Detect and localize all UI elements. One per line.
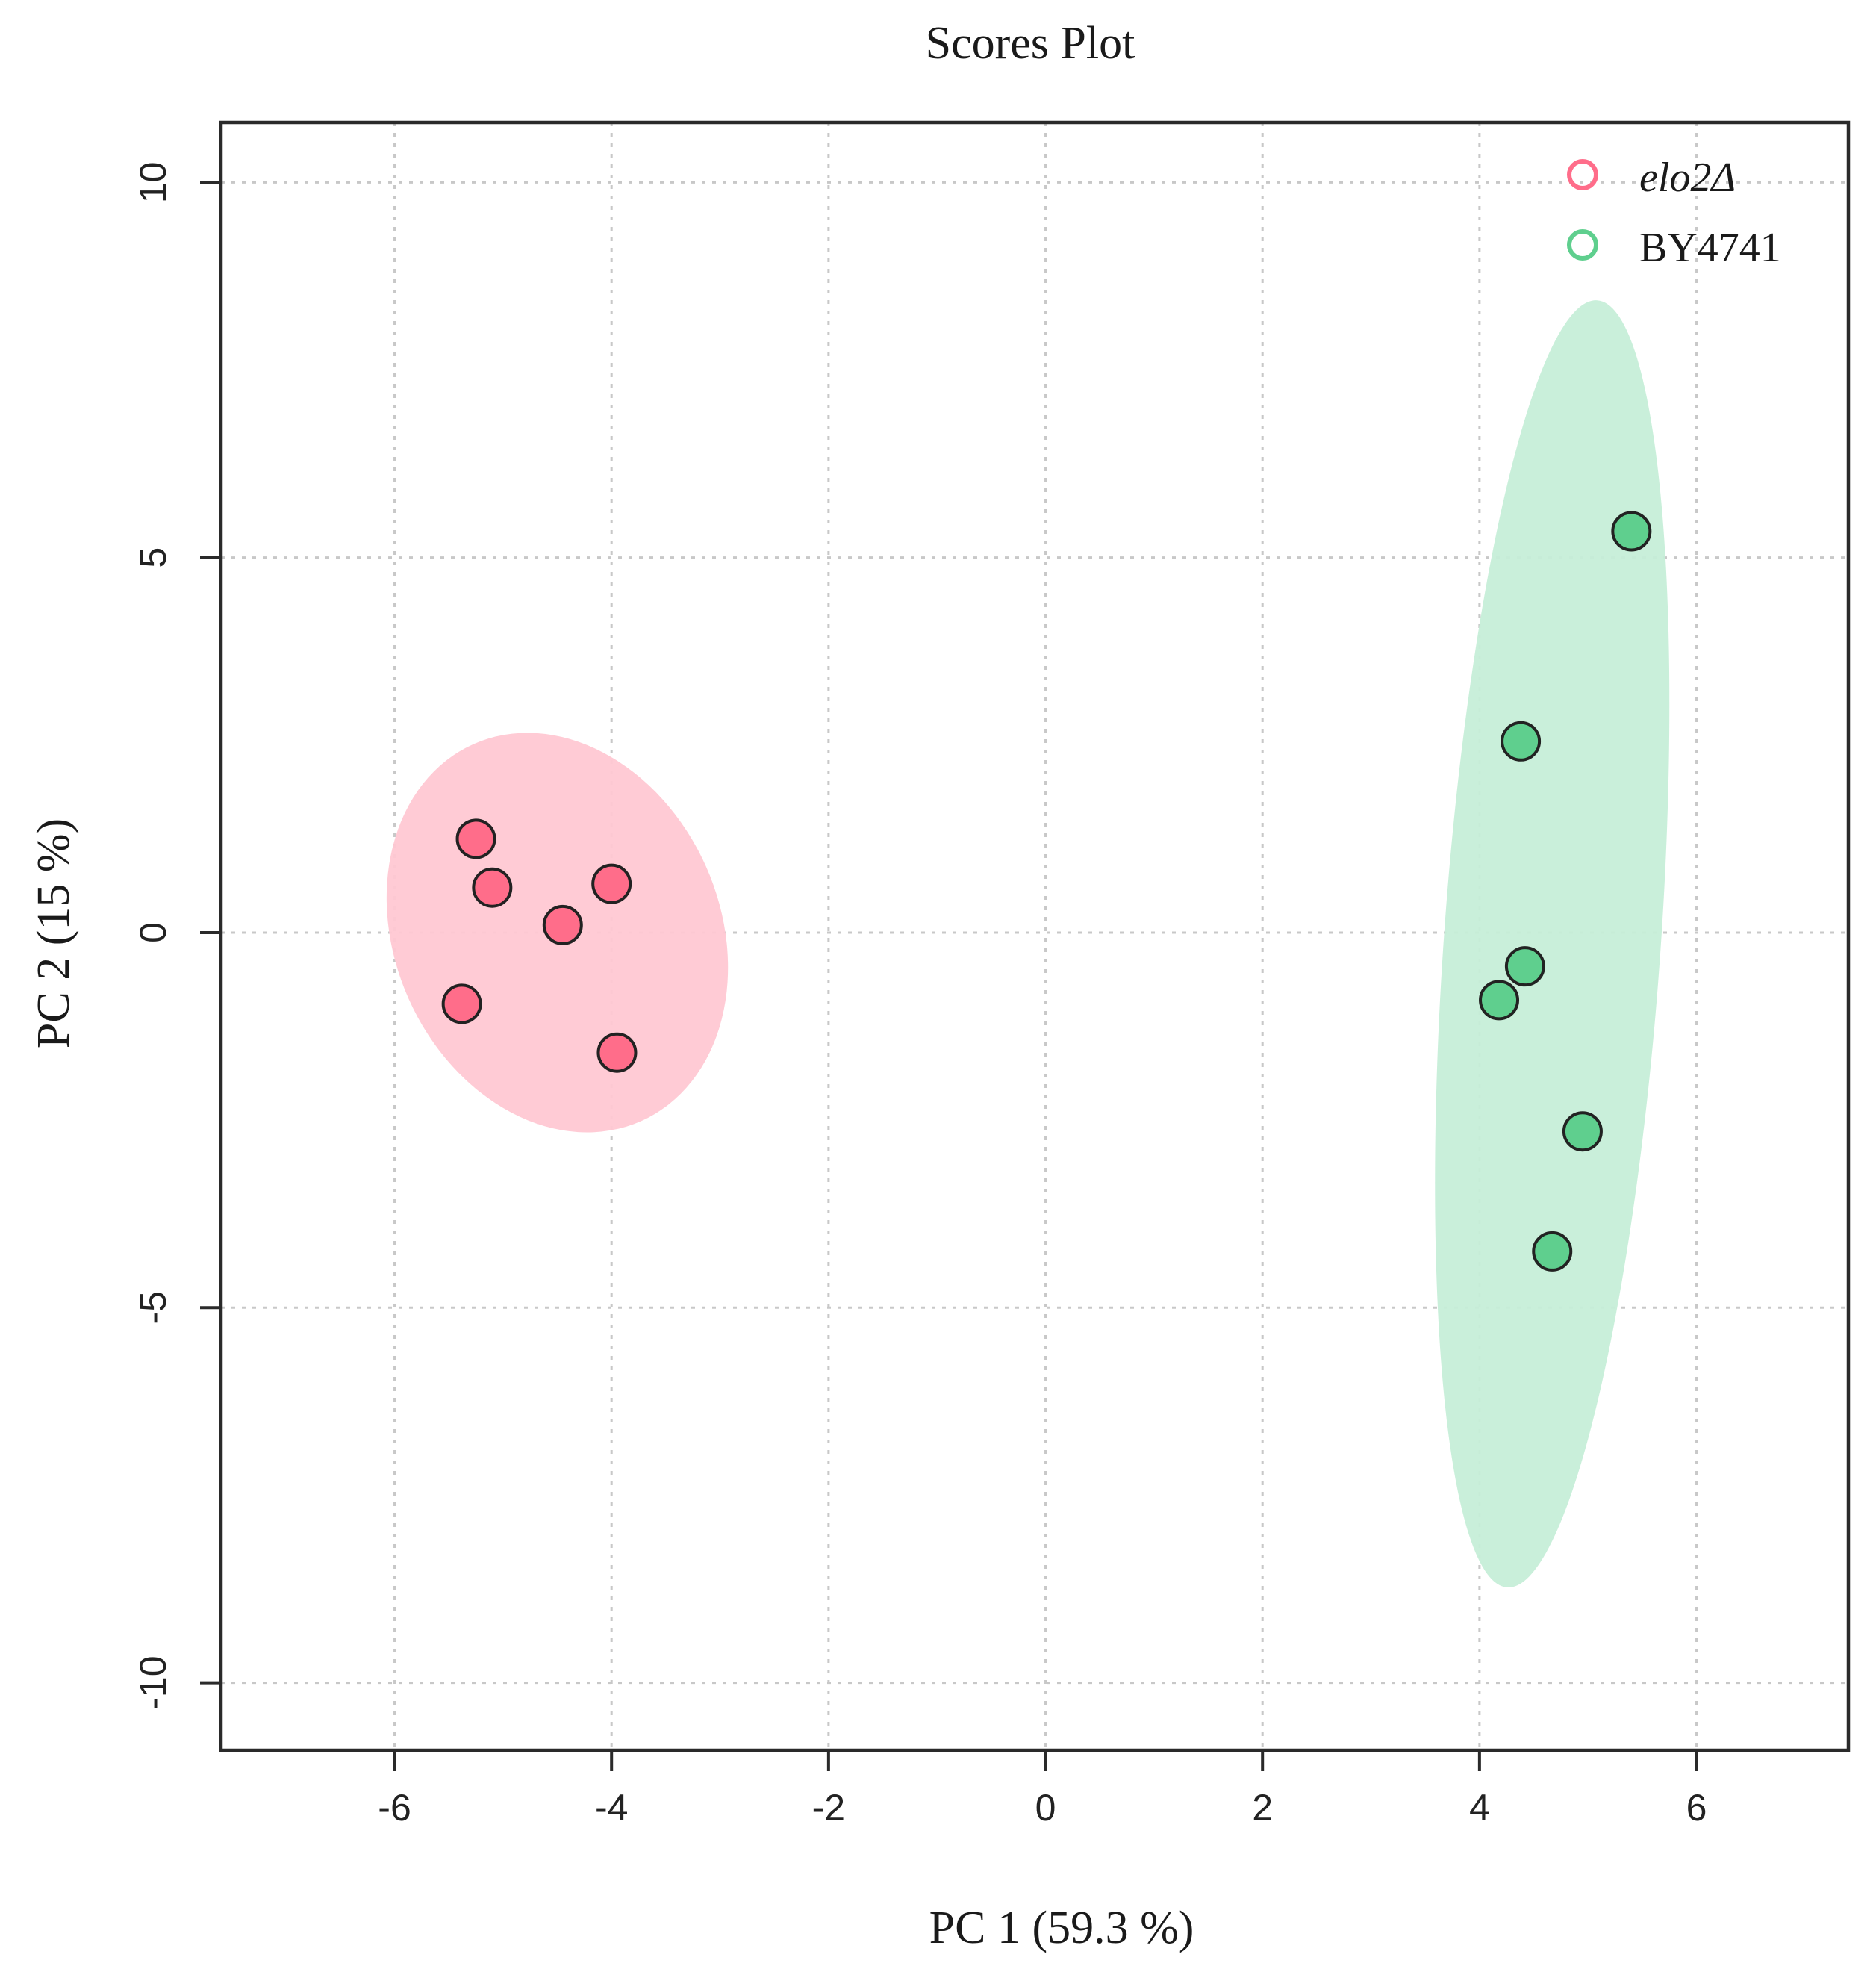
- chart-title: Scores Plot: [926, 18, 1135, 69]
- legend-marker: [1567, 159, 1598, 190]
- point-layer: [441, 511, 1652, 1272]
- x-tick-label: -4: [595, 1787, 628, 1829]
- y-tick-label: 5: [132, 547, 174, 568]
- x-tick-label: 0: [1035, 1787, 1056, 1829]
- y-tick-label: -10: [132, 1655, 174, 1709]
- x-axis-ticks: -6 -4 -2 0 2 4 6: [378, 1750, 1707, 1829]
- y-axis-label: PC 2 (15 %): [28, 818, 79, 1048]
- y-tick-label: 0: [132, 922, 174, 943]
- data-point: [1504, 946, 1545, 987]
- x-tick-label: 4: [1469, 1787, 1490, 1829]
- data-point: [472, 867, 513, 908]
- data-point: [591, 863, 632, 904]
- data-point: [1532, 1231, 1573, 1272]
- legend: elo2Δ BY4741: [1567, 155, 1781, 271]
- y-tick-label: 10: [132, 162, 174, 204]
- x-tick-label: 6: [1686, 1787, 1707, 1829]
- data-point: [1501, 721, 1542, 762]
- x-axis-label: PC 1 (59.3 %): [929, 1903, 1194, 1953]
- legend-label: BY4741: [1639, 225, 1781, 271]
- y-tick-label: -5: [132, 1291, 174, 1324]
- x-tick-label: 2: [1252, 1787, 1273, 1829]
- x-tick-label: -6: [378, 1787, 411, 1829]
- data-point: [1562, 1111, 1603, 1152]
- plot-frame: [219, 120, 1851, 1752]
- legend-marker: [1567, 229, 1598, 261]
- data-point: [596, 1032, 638, 1073]
- x-tick-label: -2: [812, 1787, 845, 1829]
- data-point: [441, 983, 482, 1024]
- data-point: [542, 904, 583, 945]
- y-axis-ticks: -10 -5 0 5 10: [132, 162, 221, 1710]
- data-point: [1611, 511, 1652, 552]
- data-point: [1479, 980, 1520, 1021]
- confidence-ellipse: [1435, 300, 1670, 1587]
- data-point: [455, 818, 496, 859]
- legend-label: elo2Δ: [1639, 155, 1736, 201]
- ellipse-layer: [386, 300, 1670, 1587]
